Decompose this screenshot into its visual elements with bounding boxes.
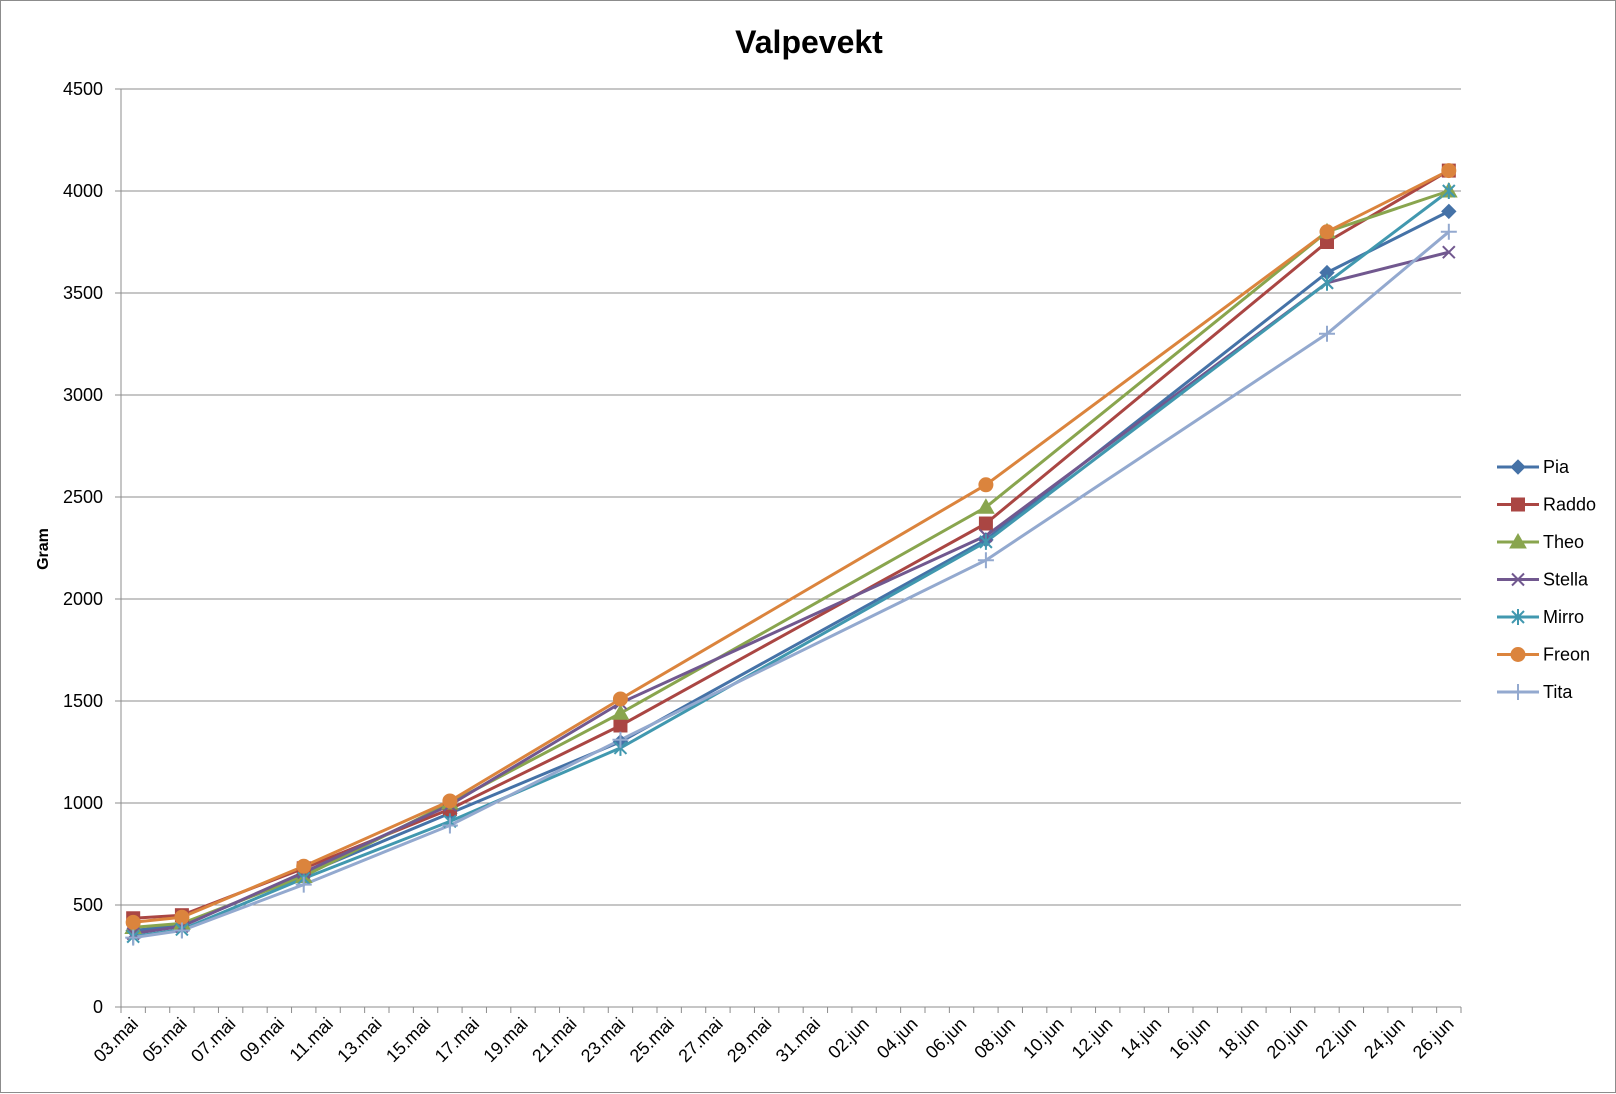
x-tick-label: 11.mai xyxy=(286,1014,337,1065)
chart-title: Valpevekt xyxy=(735,24,883,60)
x-tick-label: 26.jun xyxy=(1409,1014,1458,1063)
data-point-freon xyxy=(174,909,190,925)
legend-marker-tita xyxy=(1510,684,1526,700)
data-point-theo xyxy=(611,704,630,720)
data-point-tita xyxy=(295,876,312,893)
legend-label-mirro: Mirro xyxy=(1543,607,1584,627)
axes xyxy=(115,88,1462,1013)
data-point-tita xyxy=(977,552,994,569)
legend-label-tita: Tita xyxy=(1543,682,1573,702)
legend-marker-theo xyxy=(1509,532,1527,549)
y-tick-label: 3000 xyxy=(63,385,103,405)
series-line-theo xyxy=(133,189,1450,929)
x-tick-labels: 03.mai05.mai07.mai09.mai11.mai13.mai15.m… xyxy=(90,1014,1458,1066)
series-line-pia xyxy=(133,210,1450,932)
data-point-mirro xyxy=(1320,274,1334,291)
x-tick-label: 13.mai xyxy=(333,1014,385,1066)
series-line-mirro xyxy=(132,189,1450,939)
y-tick-label: 2500 xyxy=(63,487,103,507)
data-point-freon xyxy=(1319,224,1335,240)
x-tick-label: 03.mai xyxy=(90,1014,142,1066)
data-point-pia xyxy=(1441,203,1457,220)
legend-marker-freon xyxy=(1510,647,1526,662)
x-tick-label: 05.mai xyxy=(138,1014,190,1066)
series-line-raddo xyxy=(133,169,1450,920)
x-tick-label: 10.jun xyxy=(1019,1014,1068,1063)
y-tick-label: 1000 xyxy=(63,793,103,813)
data-point-freon xyxy=(978,477,994,493)
x-tick-label: 02.jun xyxy=(824,1014,873,1063)
data-point-mirro xyxy=(1442,183,1456,199)
series-line-tita xyxy=(132,230,1450,940)
x-tick-label: 07.mai xyxy=(187,1014,239,1066)
x-tick-label: 08.jun xyxy=(970,1014,1019,1063)
x-tick-label: 12.jun xyxy=(1068,1014,1117,1063)
legend-label-theo: Theo xyxy=(1543,532,1584,552)
data-point-tita xyxy=(173,922,190,939)
x-tick-label: 17.mai xyxy=(431,1014,483,1066)
data-point-raddo xyxy=(978,516,993,531)
x-tick-label: 24.jun xyxy=(1360,1014,1409,1063)
x-tick-label: 23.mai xyxy=(577,1014,629,1066)
x-tick-label: 19.mai xyxy=(479,1014,531,1066)
y-tick-label: 4000 xyxy=(63,181,103,201)
legend-marker-mirro xyxy=(1511,609,1525,625)
series-markers xyxy=(124,163,1458,946)
x-tick-label: 27.mai xyxy=(674,1014,726,1066)
x-tick-label: 04.jun xyxy=(873,1014,922,1063)
data-point-tita xyxy=(1319,325,1335,342)
x-tick-label: 06.jun xyxy=(922,1014,971,1063)
y-tick-label: 1500 xyxy=(63,691,103,711)
y-tick-label: 500 xyxy=(73,895,103,915)
data-point-freon xyxy=(1441,163,1457,179)
data-point-tita xyxy=(1440,223,1457,240)
data-point-raddo xyxy=(613,718,628,733)
data-point-stella xyxy=(1442,245,1456,259)
x-tick-label: 18.jun xyxy=(1214,1014,1263,1063)
y-tick-label: 0 xyxy=(93,997,103,1017)
x-tick-label: 21.mai xyxy=(528,1014,580,1066)
legend-marker-raddo xyxy=(1511,497,1525,512)
x-tick-label: 14.jun xyxy=(1116,1014,1165,1063)
x-tick-label: 15.mai xyxy=(382,1014,434,1066)
x-tick-label: 29.mai xyxy=(723,1014,775,1066)
legend-label-freon: Freon xyxy=(1543,645,1590,665)
data-point-freon xyxy=(296,858,312,874)
x-tick-label: 31.mai xyxy=(772,1014,824,1066)
y-tick-label: 4500 xyxy=(63,79,103,99)
series-line-stella xyxy=(132,250,1450,936)
data-point-tita xyxy=(125,929,142,946)
series-lines xyxy=(132,169,1450,940)
x-tick-label: 09.mai xyxy=(236,1014,288,1066)
data-point-freon xyxy=(125,914,141,930)
y-axis-label: Gram xyxy=(35,528,52,570)
y-tick-label: 2000 xyxy=(63,589,103,609)
x-tick-label: 16.jun xyxy=(1165,1014,1214,1063)
legend-marker-stella xyxy=(1511,572,1525,587)
legend: Pia Raddo Theo Stella Mirro Freon Tita xyxy=(1497,457,1596,702)
data-point-freon xyxy=(612,691,628,707)
data-point-tita xyxy=(612,731,629,748)
y-tick-label: 3500 xyxy=(63,283,103,303)
legend-label-stella: Stella xyxy=(1543,570,1589,590)
y-tick-labels: 0 500 1000 1500 2000 2500 3000 3500 4000 4500 xyxy=(63,79,103,1017)
x-tick-label: 25.mai xyxy=(626,1014,678,1066)
x-tick-label: 22.jun xyxy=(1311,1014,1360,1063)
gridlines xyxy=(121,88,1461,906)
legend-marker-pia xyxy=(1510,459,1526,475)
x-tick-label: 20.jun xyxy=(1263,1014,1312,1063)
data-point-freon xyxy=(442,793,458,809)
data-point-theo xyxy=(977,498,995,514)
series-line-freon xyxy=(133,169,1450,924)
data-point-tita xyxy=(441,817,458,834)
legend-label-pia: Pia xyxy=(1543,457,1570,477)
data-point-mirro xyxy=(979,533,993,550)
legend-label-raddo: Raddo xyxy=(1543,495,1596,515)
